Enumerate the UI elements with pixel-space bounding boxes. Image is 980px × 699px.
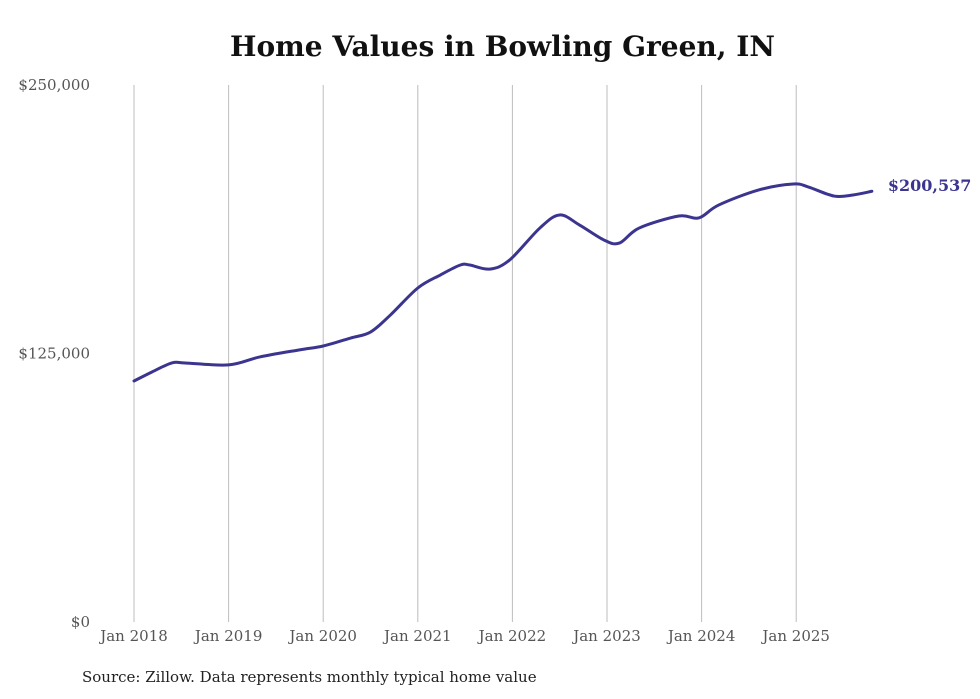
series-line <box>132 182 874 383</box>
x-tick-label: Jan 2025 <box>760 627 830 645</box>
x-axis-ticks: Jan 2018 Jan 2019 Jan 2020 Jan 2021 Jan 2022… <box>98 627 830 645</box>
x-tick-label: Jan 2018 <box>98 627 168 645</box>
y-tick-label: $250,000 <box>18 76 90 94</box>
end-value-label: $200,537 <box>888 176 972 195</box>
x-tick-label: Jan 2020 <box>287 627 357 645</box>
grid-lines <box>133 85 797 622</box>
y-tick-label: $0 <box>71 613 90 631</box>
x-tick-label: Jan 2022 <box>477 627 547 645</box>
x-tick-label: Jan 2021 <box>382 627 452 645</box>
y-axis-ticks: $0 $125,000 $250,000 <box>18 76 90 631</box>
x-tick-label: Jan 2019 <box>193 627 263 645</box>
x-tick-label: Jan 2024 <box>666 627 736 645</box>
x-tick-label: Jan 2023 <box>571 627 641 645</box>
series-lines: $200,537 <box>132 176 972 383</box>
chart-title: Home Values in Bowling Green, IN <box>230 30 775 63</box>
source-note: Source: Zillow. Data represents monthly … <box>82 668 537 686</box>
y-tick-label: $125,000 <box>18 345 90 363</box>
